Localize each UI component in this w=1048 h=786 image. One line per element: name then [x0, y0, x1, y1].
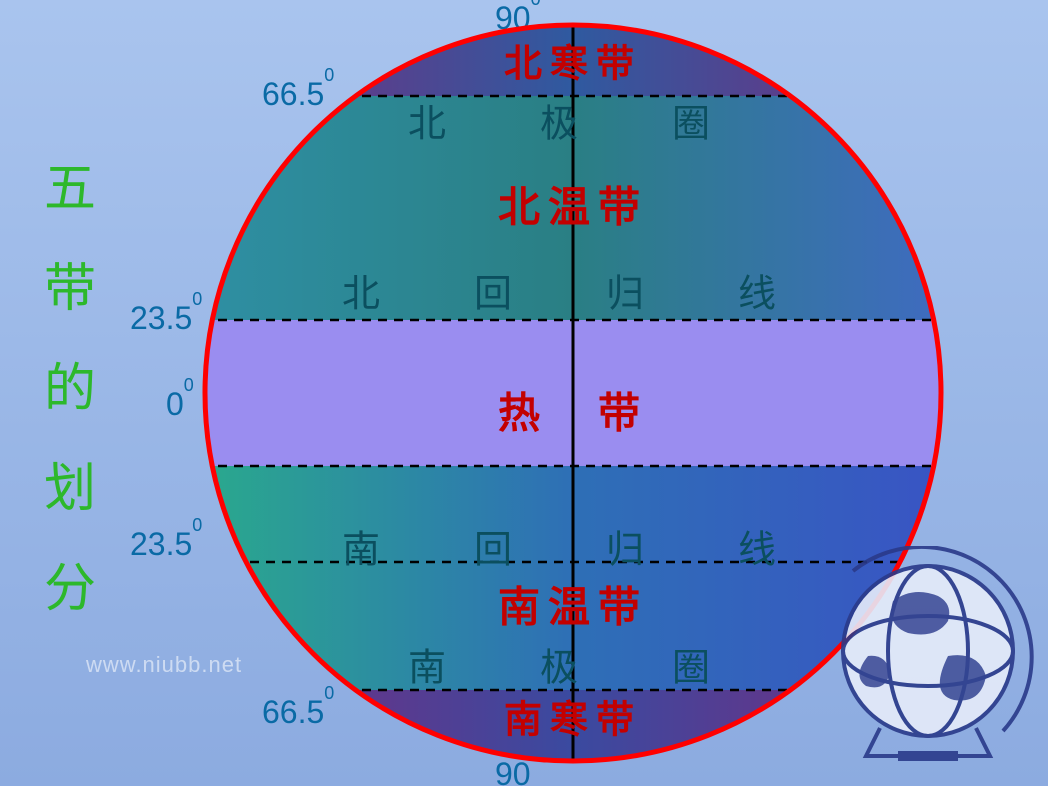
line-label-arctic: 北 极 圈 [408, 104, 738, 146]
line-label-capricorn: 南 回 归 线 [342, 530, 804, 572]
title-char-3: 划 [40, 440, 100, 540]
zone-label-tropical: 热 带 [498, 391, 648, 438]
lat-label-23n: 23.50 [130, 300, 202, 337]
globe-decor-icon [808, 546, 1038, 776]
page-root: 五 带 的 划 分 900 66.50 23.50 00 23.50 66.50… [0, 0, 1048, 786]
zone-label-n-temperate: 北温带 [498, 185, 648, 232]
title-char-0: 五 [40, 140, 100, 240]
title-char-4: 分 [40, 540, 100, 640]
line-label-cancer: 北 回 归 线 [342, 274, 804, 316]
title-char-2: 的 [40, 340, 100, 440]
lat-label-23s: 23.50 [130, 526, 202, 563]
lat-label-0: 00 [166, 386, 194, 423]
title-char-1: 带 [40, 240, 100, 340]
zone-label-n-frigid: 北寒带 [504, 44, 642, 86]
watermark: www.niubb.net [86, 652, 242, 678]
zone-label-s-temperate: 南温带 [498, 585, 648, 632]
title-vertical: 五 带 的 划 分 [40, 140, 100, 640]
zone-label-s-frigid: 南寒带 [504, 700, 642, 742]
line-label-antarctic: 南 极 圈 [408, 648, 738, 690]
